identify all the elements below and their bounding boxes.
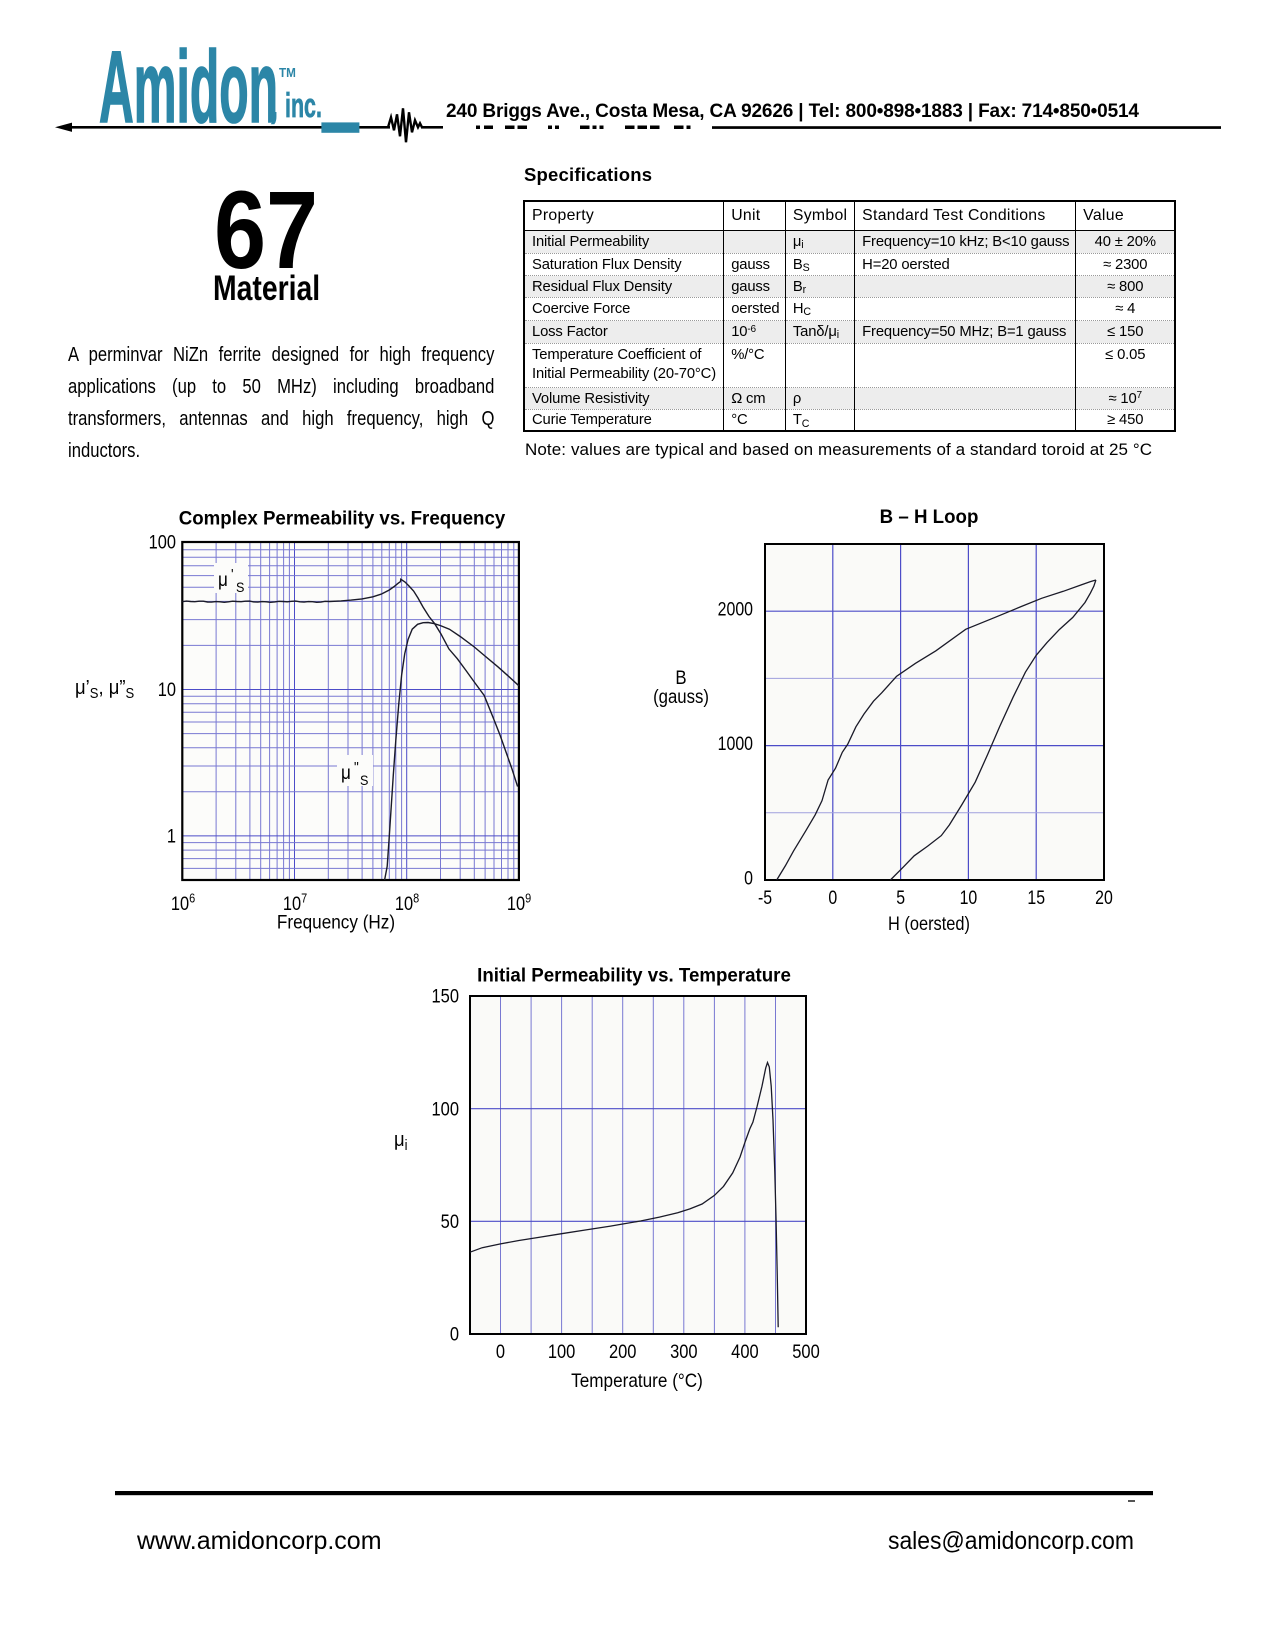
svg-text:200: 200 — [609, 1341, 636, 1363]
svg-text:2000: 2000 — [718, 598, 753, 620]
svg-text:500: 500 — [792, 1341, 819, 1363]
svg-text:0: 0 — [496, 1341, 505, 1363]
svg-text:(gauss): (gauss) — [653, 686, 709, 707]
svg-text:-5: -5 — [758, 886, 772, 908]
svg-text:B – H Loop: B – H Loop — [880, 507, 979, 528]
svg-text:106: 106 — [171, 891, 196, 915]
svg-text:1000: 1000 — [718, 732, 753, 754]
svg-text:15: 15 — [1027, 886, 1045, 908]
svg-text:100: 100 — [548, 1341, 575, 1363]
svg-text:": " — [354, 759, 359, 776]
svg-text:μ: μ — [341, 762, 351, 783]
svg-text:50: 50 — [441, 1211, 459, 1233]
svg-text:100: 100 — [149, 531, 176, 553]
svg-text:109: 109 — [507, 891, 532, 915]
svg-text:Complex Permeability vs. Frequ: Complex Permeability vs. Frequency — [179, 508, 506, 529]
svg-text:0: 0 — [744, 867, 753, 889]
svg-text:108: 108 — [395, 891, 420, 915]
svg-text:S: S — [360, 772, 369, 788]
svg-text:μ: μ — [218, 569, 228, 590]
svg-text:100: 100 — [432, 1098, 459, 1120]
svg-text:300: 300 — [670, 1341, 697, 1363]
svg-text:20: 20 — [1095, 886, 1113, 908]
svg-text:': ' — [231, 566, 234, 583]
svg-text:Frequency (Hz): Frequency (Hz) — [277, 910, 395, 932]
svg-text:μ’S, μ”S: μ’S, μ”S — [75, 676, 134, 701]
svg-text:0: 0 — [828, 886, 837, 908]
svg-text:150: 150 — [432, 985, 459, 1007]
svg-text:S: S — [236, 579, 245, 595]
svg-text:0: 0 — [450, 1323, 459, 1345]
svg-text:Temperature (°C): Temperature (°C) — [571, 1369, 703, 1391]
svg-text:μi: μi — [394, 1128, 408, 1153]
svg-text:10: 10 — [158, 679, 176, 701]
svg-text:400: 400 — [731, 1341, 758, 1363]
svg-text:H (oersted): H (oersted) — [888, 913, 970, 935]
svg-text:1: 1 — [167, 825, 176, 847]
svg-text:B: B — [675, 667, 686, 688]
svg-text:5: 5 — [896, 886, 905, 908]
svg-text:Initial Permeability vs. Tempe: Initial Permeability vs. Temperature — [477, 965, 791, 986]
svg-text:10: 10 — [960, 886, 978, 908]
